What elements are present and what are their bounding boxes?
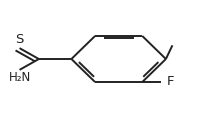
Text: S: S: [15, 33, 24, 46]
Text: H₂N: H₂N: [8, 71, 31, 84]
Text: F: F: [166, 76, 174, 88]
